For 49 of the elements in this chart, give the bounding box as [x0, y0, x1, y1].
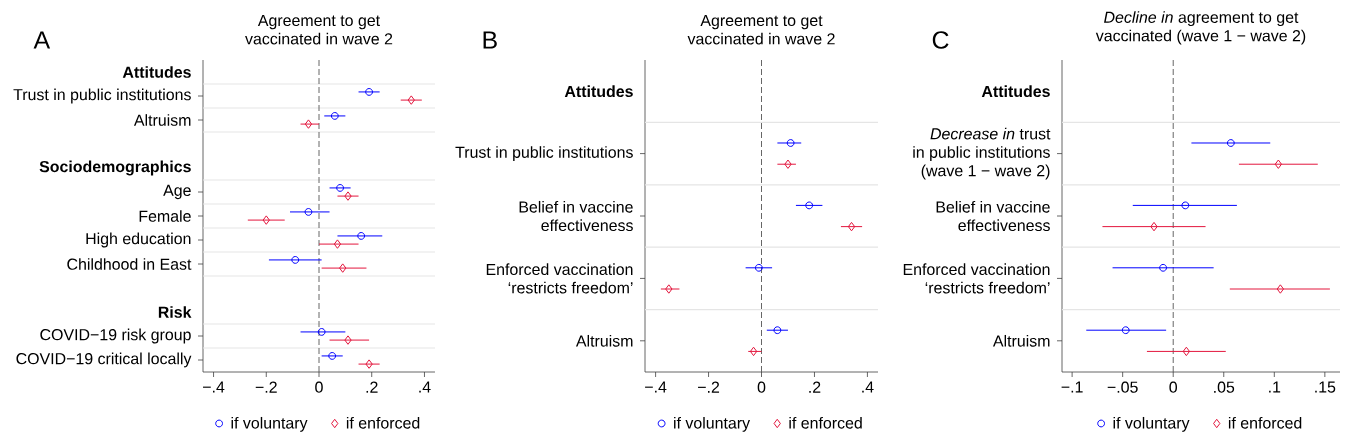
y-tick-label: Enforced vaccination ‘restricts freedom’: [903, 263, 1050, 294]
x-tick-label: .2: [809, 381, 821, 393]
x-tick-label: −.05: [1107, 381, 1138, 393]
y-tick-label: Childhood in East: [67, 258, 192, 270]
y-tick-label: Attitudes: [122, 66, 191, 78]
chart-title: Decline in agreement to get vaccinated (wave 1 − wave 2): [1095, 11, 1306, 45]
y-tick-label: Altruism: [575, 334, 633, 347]
y-tick-label: Trust in public institutions: [13, 88, 191, 104]
legend-label: if voluntary: [231, 416, 308, 432]
y-tick-label: Risk: [158, 306, 192, 318]
y-tick-label: Trust in public institutions: [455, 146, 633, 162]
y-tick-label: High education: [86, 232, 191, 248]
y-tick-label: Age: [163, 184, 191, 200]
x-tick-label: .05: [1214, 381, 1235, 393]
x-tick-label: −.1: [1061, 381, 1083, 393]
x-tick-label: −.2: [255, 381, 277, 393]
y-tick-label: COVID−19 risk group: [40, 328, 191, 344]
x-tick-label: −.4: [203, 381, 225, 393]
legend-label: if voluntary: [674, 416, 751, 432]
y-tick-label: Attitudes: [981, 85, 1050, 98]
x-tick-label: .2: [366, 381, 378, 393]
y-tick-label: Decrease in trust in public institutions (wave 1 − wave 2): [913, 127, 1051, 180]
legend-label: if voluntary: [1113, 416, 1190, 432]
y-tick-label: Attitudes: [564, 85, 633, 98]
y-tick-label: Female: [139, 210, 191, 222]
chart-title: Agreement to get vaccinated in wave 2: [245, 14, 393, 45]
x-tick-label: 0: [757, 381, 766, 393]
text: A: [33, 31, 51, 49]
x-tick-label: −.2: [698, 381, 720, 393]
text: C: [932, 31, 949, 49]
y-tick-label: Belief in vaccine effectiveness: [936, 200, 1050, 232]
text: B: [483, 31, 497, 49]
y-tick-label: Sociodemographics: [39, 160, 191, 176]
x-tick-label: 0: [1169, 381, 1178, 393]
y-tick-label: Belief in vaccine effectiveness: [519, 200, 633, 232]
y-tick-label: Enforced vaccination ‘restricts freedom’: [486, 263, 633, 294]
legend-label: if enforced: [1228, 416, 1302, 429]
x-tick-label: .1: [1269, 381, 1281, 393]
x-tick-label: .4: [862, 381, 874, 393]
x-tick-label: 0: [315, 381, 323, 393]
legend-label: if enforced: [789, 416, 862, 429]
y-tick-label: COVID−19 critical locally: [16, 352, 192, 368]
y-tick-label: Altruism: [992, 334, 1050, 347]
x-tick-label: .4: [419, 381, 431, 393]
legend-label: if enforced: [346, 416, 420, 429]
y-tick-label: Altruism: [133, 114, 191, 126]
chart-title: Agreement to get vaccinated in wave 2: [687, 14, 835, 45]
x-tick-label: −.4: [645, 381, 667, 393]
x-tick-label: .15: [1315, 381, 1336, 393]
